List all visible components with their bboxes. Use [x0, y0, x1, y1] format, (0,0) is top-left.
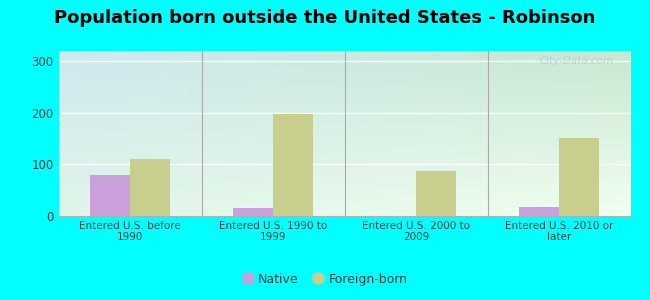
Bar [416, 171, 456, 216]
Bar [519, 207, 559, 216]
Bar [130, 159, 170, 216]
Bar [273, 114, 313, 216]
Bar [559, 138, 599, 216]
Bar [90, 175, 130, 216]
Text: City-Data.com: City-Data.com [540, 56, 614, 66]
Text: Population born outside the United States - Robinson: Population born outside the United State… [55, 9, 595, 27]
Bar [233, 208, 273, 216]
Legend: Native, Foreign-born: Native, Foreign-born [238, 268, 412, 291]
